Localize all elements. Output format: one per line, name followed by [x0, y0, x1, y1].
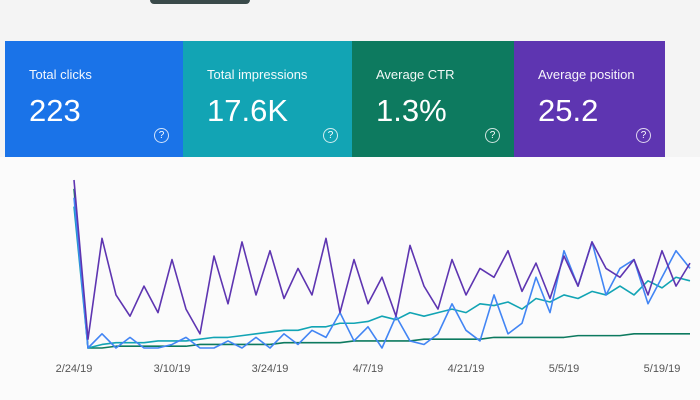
chart-panel [0, 157, 700, 400]
metric-card[interactable]: Average CTR 1.3% ? [352, 41, 514, 157]
metric-label: Total clicks [29, 67, 92, 82]
x-tick-label: 2/24/19 [56, 363, 93, 375]
series-line [73, 179, 691, 340]
help-icon[interactable]: ? [636, 128, 651, 143]
metric-value: 17.6K [207, 93, 289, 128]
metric-card[interactable]: Total impressions 17.6K ? [183, 41, 352, 157]
x-tick-label: 5/5/19 [549, 363, 580, 375]
metric-cards: Total clicks 223 ? Total impressions 17.… [5, 41, 665, 157]
metric-value: 25.2 [538, 93, 599, 128]
metric-card[interactable]: Average position 25.2 ? [514, 41, 665, 157]
x-tick-label: 3/10/19 [154, 363, 191, 375]
x-tick-label: 5/19/19 [644, 363, 681, 375]
series-line [73, 188, 690, 349]
help-icon[interactable]: ? [323, 128, 338, 143]
help-icon[interactable]: ? [154, 128, 169, 143]
top-bar [150, 0, 250, 4]
series-line [73, 206, 691, 349]
metric-value: 223 [29, 93, 81, 128]
metric-label: Total impressions [207, 67, 308, 82]
metric-value: 1.3% [376, 93, 447, 128]
metric-label: Average CTR [376, 67, 455, 82]
x-tick-label: 4/7/19 [353, 363, 384, 375]
help-icon[interactable]: ? [485, 128, 500, 143]
x-tick-label: 4/21/19 [448, 363, 485, 375]
metric-card[interactable]: Total clicks 223 ? [5, 41, 183, 157]
x-tick-label: 3/24/19 [252, 363, 289, 375]
metric-label: Average position [538, 67, 635, 82]
series-line [73, 197, 691, 349]
